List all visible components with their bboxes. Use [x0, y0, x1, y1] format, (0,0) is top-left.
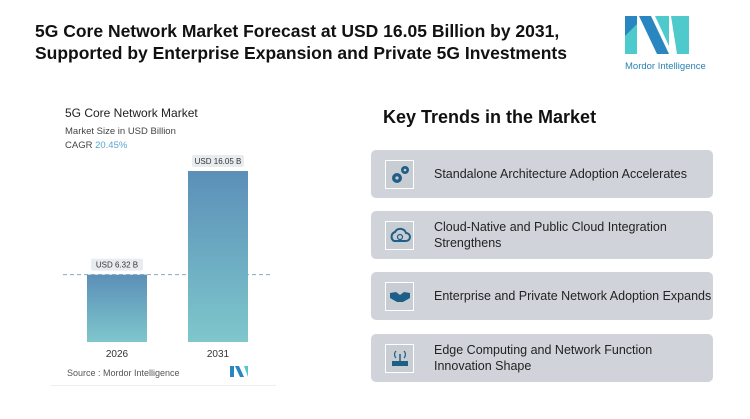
x-tick-label: 2031: [207, 349, 230, 360]
gears-icon: [385, 159, 414, 189]
trend-label: Enterprise and Private Network Adoption …: [434, 289, 712, 303]
page-title: 5G Core Network Market Forecast at USD 1…: [35, 20, 567, 64]
cagr: CAGR 20.45%: [65, 140, 127, 151]
source-logo-icon: [230, 366, 248, 377]
mordor-logo: Mordor Intelligence: [625, 16, 706, 72]
trend-label: Cloud-Native and Public Cloud Integratio…: [434, 220, 667, 250]
chart-subtitle: Market Size in USD Billion: [65, 126, 176, 137]
trend-card: Standalone Architecture Adoption Acceler…: [371, 150, 713, 198]
bar-2026: [87, 274, 147, 342]
logo-text: Mordor Intelligence: [625, 61, 706, 72]
chart-panel: 5G Core Network Market Market Size in US…: [50, 95, 276, 386]
cagr-label: CAGR: [65, 140, 93, 151]
chart-title: 5G Core Network Market: [65, 106, 198, 120]
trend-card: Cloud-Native and Public Cloud Integratio…: [371, 211, 713, 259]
cagr-value: 20.45%: [95, 140, 128, 151]
trend-card: Edge Computing and Network Function Inno…: [371, 334, 713, 382]
trend-label: Standalone Architecture Adoption Acceler…: [434, 167, 687, 181]
chart-source: Source : Mordor Intelligence: [67, 368, 180, 378]
bar-chart: USD 6.32 B 2026 USD 16.05 B 2031: [63, 155, 272, 360]
bar-2031: [188, 171, 248, 342]
cloud-sync-icon: [385, 220, 414, 250]
data-label-bg: [192, 155, 244, 167]
data-label: USD 16.05 B: [195, 157, 242, 166]
title-line-1: 5G Core Network Market Forecast at USD 1…: [35, 21, 560, 41]
data-label-bg: [91, 258, 143, 271]
router-icon: [385, 343, 414, 373]
trends-heading: Key Trends in the Market: [383, 107, 597, 127]
x-tick-label: 2026: [106, 349, 129, 360]
title-line-2: Supported by Enterprise Expansion and Pr…: [35, 43, 567, 63]
trend-label: Edge Computing and Network Function Inno…: [434, 343, 653, 373]
trend-card: Enterprise and Private Network Adoption …: [371, 272, 713, 320]
logo-mark-icon: [625, 16, 689, 54]
handshake-icon: [385, 281, 414, 311]
data-label: USD 6.32 B: [96, 261, 138, 270]
